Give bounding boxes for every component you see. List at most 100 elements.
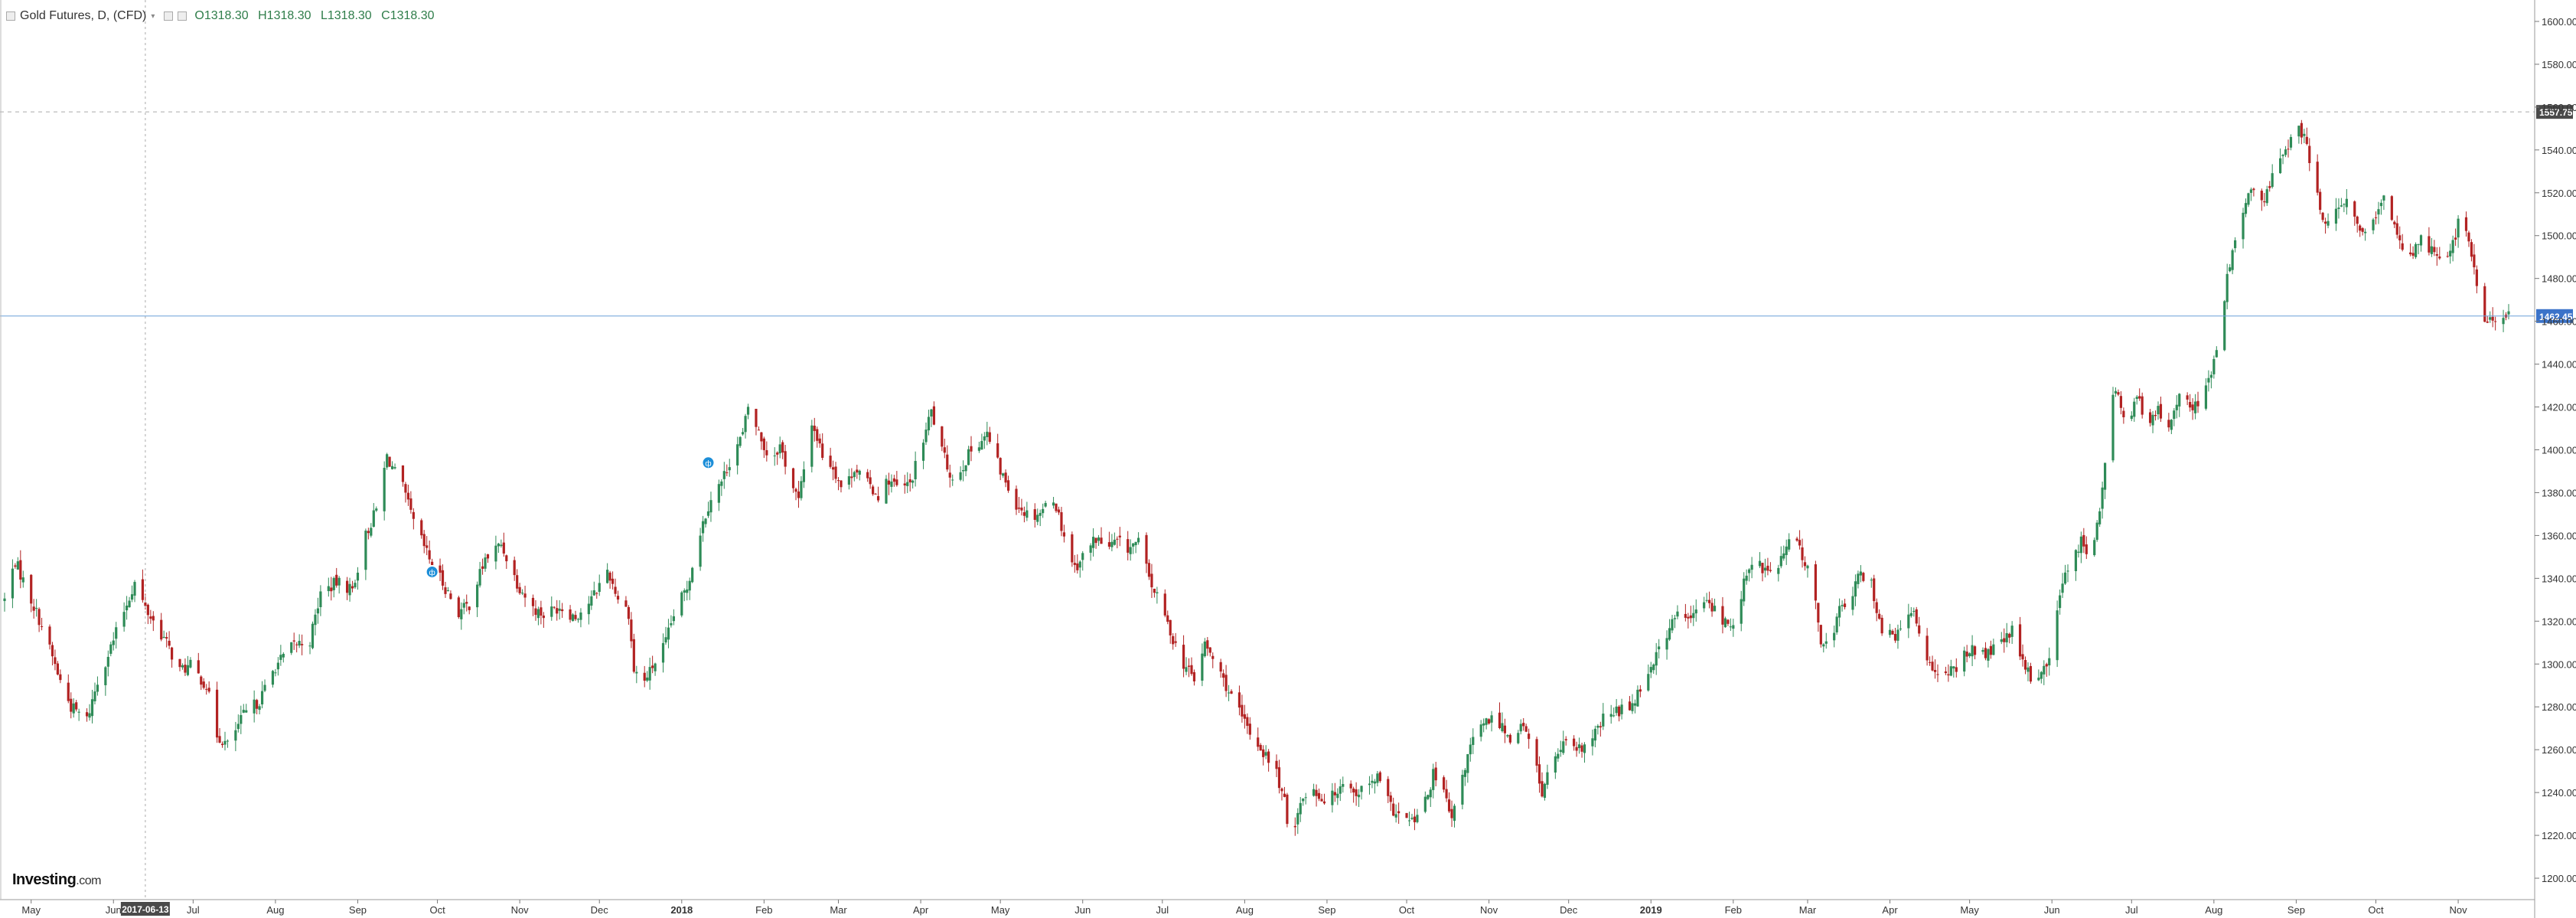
candle [980, 433, 983, 450]
candle [51, 642, 54, 665]
candle-body [404, 484, 407, 493]
candle [1687, 613, 1690, 629]
candle-body [1463, 769, 1466, 777]
candle [1445, 779, 1448, 802]
candle [236, 714, 240, 733]
candle [2345, 188, 2348, 215]
candle-body [1878, 613, 1881, 619]
candle [54, 649, 57, 671]
candle-body [726, 472, 729, 473]
candle-body [778, 444, 781, 454]
candle [1769, 562, 1772, 573]
candle [1296, 808, 1299, 835]
candle-body [1461, 774, 1464, 805]
candle [1453, 803, 1456, 828]
candle [558, 599, 561, 620]
candle [1187, 658, 1191, 678]
candle-body [1862, 573, 1865, 581]
candle [1371, 774, 1374, 789]
candle-body [1968, 653, 1971, 656]
candle [1554, 752, 1557, 779]
candle [220, 741, 224, 748]
candle-body [736, 444, 739, 466]
candle [122, 602, 126, 632]
candle-body [330, 587, 333, 592]
candle [1633, 699, 1637, 714]
candle [1113, 532, 1116, 546]
x-tick-label: Apr [913, 904, 929, 916]
candle [1490, 711, 1493, 732]
candle-body [2494, 321, 2497, 322]
candle-body [152, 616, 155, 621]
x-tick-label: Nov [2450, 904, 2468, 916]
candle [1862, 571, 1865, 583]
candle [115, 622, 118, 649]
candle [2284, 145, 2287, 158]
candle [1039, 509, 1042, 527]
candle-body [1541, 781, 1544, 797]
candle [1503, 718, 1507, 743]
x-tick-label: Sep [2287, 904, 2305, 916]
symbol-title[interactable]: Gold Futures, D, (CFD) [20, 9, 147, 22]
candle-body [494, 545, 497, 562]
candle [1134, 541, 1137, 554]
candle [1052, 497, 1055, 509]
candle-body [1423, 796, 1427, 812]
candle-body [189, 659, 192, 668]
chevron-down-icon[interactable]: ▾ [151, 11, 155, 21]
candle-body [2066, 570, 2069, 572]
candle-body [1745, 575, 1748, 581]
candle-body [1501, 723, 1504, 732]
candle [701, 515, 705, 542]
candle [2353, 200, 2356, 226]
candle-body [1304, 797, 1307, 799]
candle [2167, 413, 2170, 432]
candle [133, 580, 136, 603]
candle [755, 408, 758, 436]
candle [1668, 619, 1671, 642]
candle-body [1057, 509, 1061, 513]
candle-body [478, 569, 481, 586]
candle [2475, 265, 2478, 294]
candle [2361, 227, 2364, 236]
settings-icon[interactable] [164, 11, 174, 21]
candle-body [516, 575, 519, 589]
candle [2377, 201, 2380, 224]
y-tick-label: 1420.00 [2542, 402, 2576, 413]
candle-body [646, 677, 649, 681]
candle [2027, 662, 2030, 681]
candle [611, 571, 615, 590]
candle-body [346, 580, 349, 593]
candle-body [1110, 541, 1114, 547]
candle [178, 658, 181, 671]
event-marker-label: ф [705, 459, 711, 468]
candle-body [709, 500, 712, 513]
candle-body [2438, 256, 2441, 259]
candle [386, 452, 389, 470]
candle-body [1687, 616, 1690, 619]
x-tick-label: Jun [2044, 904, 2060, 916]
candle-body [518, 586, 521, 593]
candle-body [1060, 512, 1063, 531]
candle [1107, 531, 1111, 550]
candle [2148, 409, 2152, 427]
candle [1222, 669, 1225, 687]
candle [2316, 154, 2319, 196]
candle-body [1331, 790, 1334, 805]
collapse-icon[interactable] [6, 11, 15, 21]
candle-body [1413, 816, 1417, 822]
candle [109, 642, 112, 657]
candle [1620, 698, 1623, 720]
candle [1596, 724, 1599, 735]
candle-body [1116, 538, 1119, 540]
candle-body [2023, 660, 2027, 670]
candle-body [2454, 237, 2457, 240]
candle [1078, 560, 1081, 578]
candle-body [2003, 638, 2006, 642]
close-icon[interactable] [178, 11, 187, 21]
candle [1237, 685, 1241, 716]
candle [2063, 564, 2067, 586]
candle-body [1859, 571, 1862, 576]
candle [48, 624, 51, 650]
